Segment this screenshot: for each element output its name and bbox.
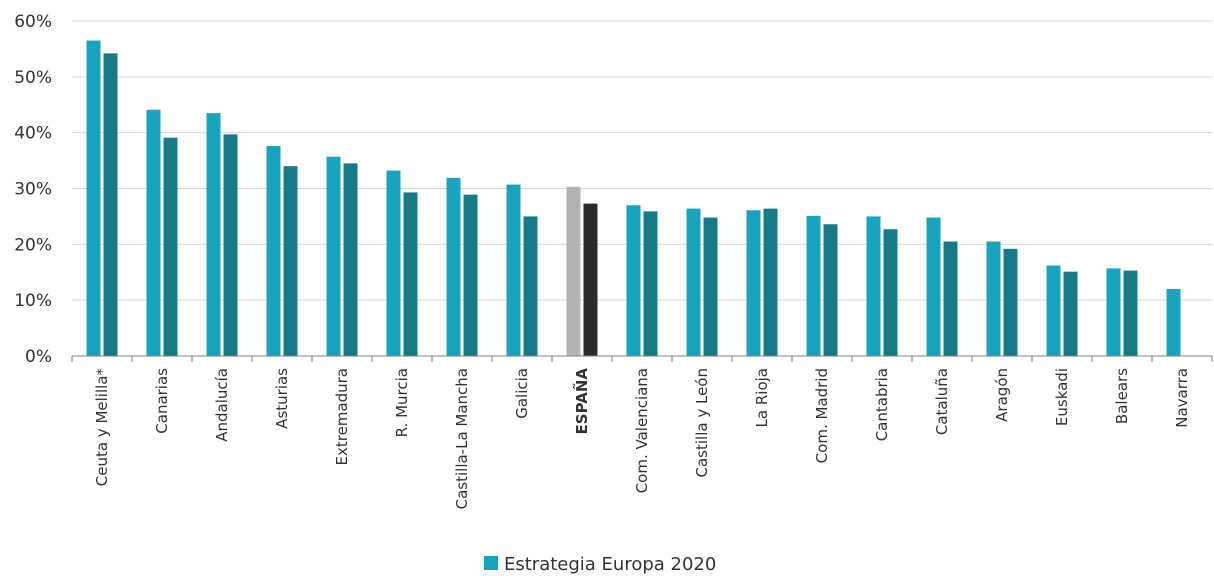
x-category-label: Com. Madrid <box>813 368 831 463</box>
bar-2-0 <box>103 53 118 357</box>
bar-1-3 <box>266 146 281 356</box>
y-axis: 0% 10% 20% 30% 40% 50% 60% <box>14 12 52 367</box>
x-category-label: Balears <box>1113 368 1131 424</box>
bar-1-1 <box>146 109 161 357</box>
y-tick-label: 50% <box>14 68 52 88</box>
x-category-label: Canarias <box>153 368 171 434</box>
x-category-label: R. Murcia <box>393 368 411 437</box>
bar-2-8 <box>583 203 598 356</box>
bar-1-4 <box>326 156 341 356</box>
bar-2-16 <box>1063 271 1078 356</box>
y-tick-label: 40% <box>14 124 52 144</box>
bar-2-17 <box>1123 270 1138 356</box>
x-category-label: Castilla y León <box>693 368 711 477</box>
x-category-label: Aragón <box>993 368 1011 422</box>
bar-1-14 <box>926 217 941 356</box>
bar-2-1 <box>163 137 178 356</box>
bar-2-11 <box>763 208 778 356</box>
legend-label: Estrategia Europa 2020 <box>504 554 716 575</box>
bar-1-16 <box>1046 265 1061 356</box>
bar-1-8 <box>566 186 581 356</box>
bar-1-17 <box>1106 268 1121 356</box>
bar-2-6 <box>463 194 478 356</box>
bar-2-10 <box>703 217 718 356</box>
x-category-label: Andalucía <box>213 368 231 442</box>
bar-1-0 <box>86 40 101 357</box>
y-tick-label: 20% <box>14 235 52 255</box>
bar-1-13 <box>866 216 881 356</box>
bar-2-14 <box>943 241 958 356</box>
bar-1-9 <box>626 205 641 356</box>
x-category-label: Cataluña <box>933 368 951 435</box>
y-tick-label: 60% <box>14 12 52 32</box>
gridlines <box>72 20 1212 301</box>
x-category-label: Ceuta y Melilla* <box>93 368 111 487</box>
bar-2-13 <box>883 229 898 356</box>
legend-swatch <box>484 556 498 570</box>
x-category-label: La Rioja <box>753 368 771 427</box>
x-category-label: Asturias <box>273 368 291 429</box>
y-tick-label: 0% <box>25 347 52 367</box>
bar-2-7 <box>523 216 538 356</box>
x-category-label: Com. Valenciana <box>633 368 651 493</box>
bar-1-12 <box>806 215 821 356</box>
bar-1-2 <box>206 113 221 356</box>
x-category-label: Navarra <box>1173 368 1191 428</box>
bar-2-15 <box>1003 248 1018 356</box>
bar-2-3 <box>283 166 298 356</box>
x-category-label: ESPAÑA <box>572 368 591 435</box>
bar-1-10 <box>686 208 701 356</box>
bar-2-2 <box>223 134 238 356</box>
x-category-label: Cantabria <box>873 368 891 441</box>
x-category-label: Extremadura <box>333 368 351 466</box>
bar-2-5 <box>403 192 418 356</box>
bar-2-12 <box>823 224 838 356</box>
bar-1-5 <box>386 170 401 356</box>
y-tick-label: 30% <box>14 180 52 200</box>
legend: Estrategia Europa 2020 <box>484 554 716 575</box>
bar-1-6 <box>446 177 461 356</box>
bar-1-11 <box>746 210 761 356</box>
bar-1-7 <box>506 184 521 356</box>
x-axis: Ceuta y Melilla* Canarias Andalucía Asturia… <box>71 355 1213 509</box>
bars <box>86 40 1181 357</box>
bar-1-15 <box>986 241 1001 356</box>
bar-2-4 <box>343 163 358 356</box>
x-category-label: Galicia <box>513 368 531 419</box>
y-tick-label: 10% <box>14 291 52 311</box>
x-category-label: Euskadi <box>1053 368 1071 426</box>
x-category-label: Castilla-La Mancha <box>453 368 471 509</box>
bar-2-9 <box>643 211 658 356</box>
bar-1-18 <box>1166 289 1181 356</box>
